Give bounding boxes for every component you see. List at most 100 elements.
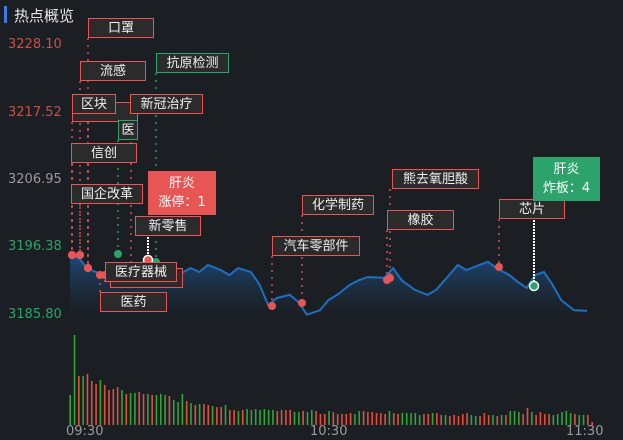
volume-bar: [267, 410, 270, 425]
volume-bar: [492, 415, 494, 425]
volume-bar: [371, 412, 373, 425]
volume-bar: [207, 405, 210, 425]
tag-point: [114, 250, 122, 258]
volume-bar: [216, 407, 218, 425]
volume-bar: [95, 384, 97, 425]
volume-bar: [457, 416, 460, 425]
volume-bar: [289, 410, 292, 425]
volume-bar: [380, 413, 382, 425]
volume-bar: [116, 387, 119, 425]
volume-bar: [103, 385, 106, 425]
concept-tag[interactable]: 新冠治疗: [130, 94, 203, 114]
y-tick-label: 3185.80: [8, 307, 62, 322]
volume-bar: [121, 390, 123, 425]
volume-bar: [315, 411, 317, 425]
volume-bar: [531, 412, 533, 425]
volume-bar: [388, 411, 391, 425]
volume-bar: [500, 415, 503, 425]
concept-tag[interactable]: 信创: [71, 143, 137, 163]
concept-tag[interactable]: 区块: [72, 94, 116, 114]
volume-bar: [362, 411, 365, 425]
volume-bar: [414, 413, 417, 425]
volume-bar: [474, 416, 477, 425]
volume-bar: [190, 403, 192, 425]
highlight-status: 炸板：4: [542, 181, 591, 196]
volume-bar: [134, 393, 136, 425]
concept-tag[interactable]: 芯片: [499, 199, 565, 219]
panel-title: 热点概览: [14, 7, 75, 25]
volume-bar: [306, 412, 309, 425]
highlight-status: 涨停：1: [158, 195, 206, 210]
concept-tag[interactable]: 熊去氧胆酸: [392, 169, 479, 189]
concept-tag[interactable]: 抗原检测: [156, 53, 229, 73]
volume-bar: [401, 413, 404, 425]
concept-tag[interactable]: 医: [118, 120, 138, 140]
volume-bar: [246, 409, 248, 425]
volume-bar: [86, 374, 89, 425]
tag-point: [495, 263, 503, 271]
highlight-callout[interactable]: 肝炎 涨停：1: [148, 171, 216, 215]
volume-bar: [125, 394, 128, 425]
concept-tag[interactable]: 医药: [100, 292, 167, 312]
volume-bar: [142, 394, 145, 425]
concept-tag[interactable]: 橡胶: [387, 210, 454, 230]
volume-bar: [293, 412, 296, 425]
volume-bar: [410, 413, 412, 425]
volume-bar: [561, 412, 563, 425]
tag-point: [268, 302, 276, 310]
volume-bar: [69, 395, 71, 425]
volume-bar: [73, 335, 76, 425]
volume-bar: [211, 406, 214, 425]
x-tick-1030: 10:30: [310, 424, 348, 439]
volume-bar: [513, 411, 516, 425]
concept-tag[interactable]: 医疗器械: [105, 262, 177, 282]
tag-point: [84, 264, 92, 272]
volume-bar: [384, 414, 386, 425]
concept-tag[interactable]: 流感: [80, 61, 146, 81]
highlight-name: 肝炎: [553, 162, 580, 177]
volume-bar: [518, 412, 520, 425]
volume-bar: [496, 416, 499, 425]
volume-bar: [181, 394, 184, 425]
volume-bar: [453, 415, 455, 425]
volume-bar: [449, 416, 451, 425]
volume-bar: [436, 413, 438, 425]
volume-bar: [522, 414, 524, 425]
concept-tag[interactable]: 国企改革: [71, 184, 143, 204]
volume-bar: [431, 413, 434, 425]
volume-bar: [505, 415, 507, 425]
y-tick-label: 3196.38: [8, 239, 62, 255]
highlight-callout[interactable]: 肝炎炸板：4: [533, 157, 600, 201]
volume-bar: [336, 414, 339, 425]
volume-bar: [427, 414, 430, 425]
volume-bar: [487, 415, 490, 425]
price-area: [70, 254, 587, 322]
concept-tag[interactable]: 化学制药: [302, 195, 374, 215]
volume-bar: [151, 395, 153, 425]
volume-bar: [233, 410, 235, 425]
volume-bar: [397, 414, 399, 425]
volume-bar: [565, 411, 568, 425]
volume-bar: [82, 376, 84, 425]
tag-point: [96, 271, 104, 279]
volume-bar: [587, 415, 589, 425]
title-accent-bar: [4, 6, 7, 23]
y-tick-label: 3206.95: [8, 172, 62, 187]
concept-tag[interactable]: 口罩: [88, 18, 154, 38]
volume-bar: [185, 401, 188, 425]
volume-bar: [237, 411, 240, 425]
volume-bar: [328, 411, 330, 425]
concept-tag[interactable]: 汽车零部件: [272, 236, 360, 256]
volume-bar: [423, 414, 425, 425]
volume-bar: [341, 414, 343, 425]
volume-bar: [177, 402, 179, 425]
volume-bar: [461, 414, 464, 425]
volume-bar: [332, 412, 335, 425]
volume-bar: [112, 389, 115, 425]
volume-bar: [155, 395, 158, 425]
volume-bar: [574, 414, 576, 425]
concept-tag[interactable]: 新零售: [135, 216, 201, 236]
volume-bar: [509, 411, 512, 425]
volume-bar: [444, 415, 447, 425]
volume-bar: [375, 413, 378, 425]
